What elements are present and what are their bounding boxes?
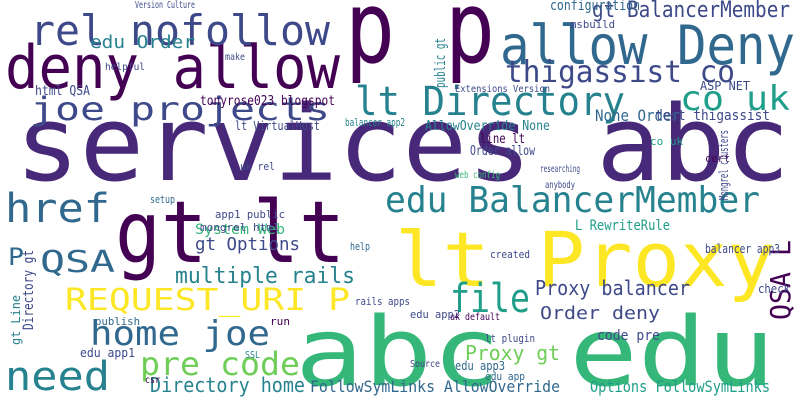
- word: anybody: [545, 180, 575, 191]
- word: Order allow: [470, 144, 535, 159]
- word: code pre: [597, 328, 660, 344]
- word: gt Options: [195, 234, 300, 255]
- word: publish: [95, 315, 140, 328]
- word: msbuild: [570, 18, 615, 31]
- word: csr: [145, 375, 160, 386]
- word: uk default: [450, 312, 500, 323]
- word: lt Proxy: [395, 215, 775, 304]
- word: ASP NET: [700, 79, 750, 93]
- word: href: [5, 186, 110, 232]
- word: co uk: [680, 79, 790, 119]
- word: Order deny: [540, 303, 660, 324]
- word: edu app1: [80, 346, 135, 360]
- word: edu app: [485, 370, 525, 383]
- word: FollowSymLinks AllowOverride: [310, 377, 560, 396]
- word: created: [490, 248, 530, 261]
- word: Proxy balancer: [535, 276, 690, 300]
- word: gt Line: [9, 295, 23, 345]
- word: Options FollowSymLinks: [590, 377, 770, 396]
- word: joe projects: [30, 90, 330, 128]
- word: P: [8, 243, 24, 271]
- word: configuration: [550, 0, 640, 14]
- word: lt plugin: [485, 332, 535, 345]
- word: Proxy gt: [465, 341, 560, 365]
- word: balancer app3: [705, 242, 780, 256]
- word: services abc: [15, 83, 790, 205]
- word: gt lt: [115, 183, 345, 283]
- word: allow Deny: [500, 14, 795, 77]
- word: mongrel html: [200, 221, 279, 234]
- word: need: [5, 354, 110, 400]
- word: SSL: [245, 350, 260, 361]
- word: Directory home: [150, 373, 305, 397]
- word: rel nofollow: [30, 6, 331, 55]
- word: Directory gt: [21, 250, 37, 330]
- word: home joe: [90, 314, 270, 354]
- word: public gt: [433, 38, 449, 88]
- word: None Order: [595, 106, 680, 125]
- word: L RewriteRule: [575, 218, 670, 234]
- word: test thigassist: [655, 108, 770, 124]
- word: researching: [540, 164, 580, 175]
- word: web config: [455, 170, 500, 181]
- word: AllowOverride None: [425, 119, 550, 134]
- word: rails apps: [355, 295, 410, 308]
- word: Version Culture: [135, 0, 195, 11]
- word: helpful: [105, 62, 145, 73]
- word: System Web: [195, 222, 285, 238]
- word: tonyrose023 blogspot: [200, 94, 335, 109]
- word: Source: [410, 359, 440, 370]
- word: html QSA: [35, 84, 90, 99]
- word: run: [270, 315, 290, 328]
- word: pre code: [140, 345, 300, 383]
- word: line lt: [480, 132, 525, 147]
- word: lt Directory: [355, 79, 625, 125]
- word: Mongrel clusters: [717, 130, 731, 200]
- word: edu app3: [455, 359, 505, 373]
- word: edu BalancerMember: [385, 180, 760, 221]
- word: p p: [345, 0, 495, 86]
- word: edu Order: [90, 32, 195, 53]
- word: setup: [150, 193, 175, 206]
- word: gt BalancerMember: [592, 0, 790, 23]
- word: thigassist co: [505, 55, 735, 90]
- word: balancer app2: [345, 116, 405, 129]
- word: help: [350, 240, 370, 253]
- word: lt VirtualHost: [235, 119, 320, 133]
- word: cert: [705, 152, 730, 165]
- word: deny allow: [5, 33, 341, 103]
- word: check: [758, 282, 791, 296]
- word: Extensions Version: [455, 84, 550, 95]
- word: app1 public: [215, 208, 285, 221]
- word: file: [450, 276, 530, 322]
- word: abc edu: [295, 298, 775, 400]
- word: QSA L: [764, 240, 797, 320]
- word: make: [225, 52, 245, 63]
- word: multiple rails: [175, 264, 355, 289]
- word: QSA: [40, 245, 115, 280]
- word: REQUEST_URI P: [65, 283, 350, 318]
- word: co uk: [650, 135, 683, 148]
- word: uk rel: [240, 160, 275, 173]
- word: edu app2: [410, 308, 460, 321]
